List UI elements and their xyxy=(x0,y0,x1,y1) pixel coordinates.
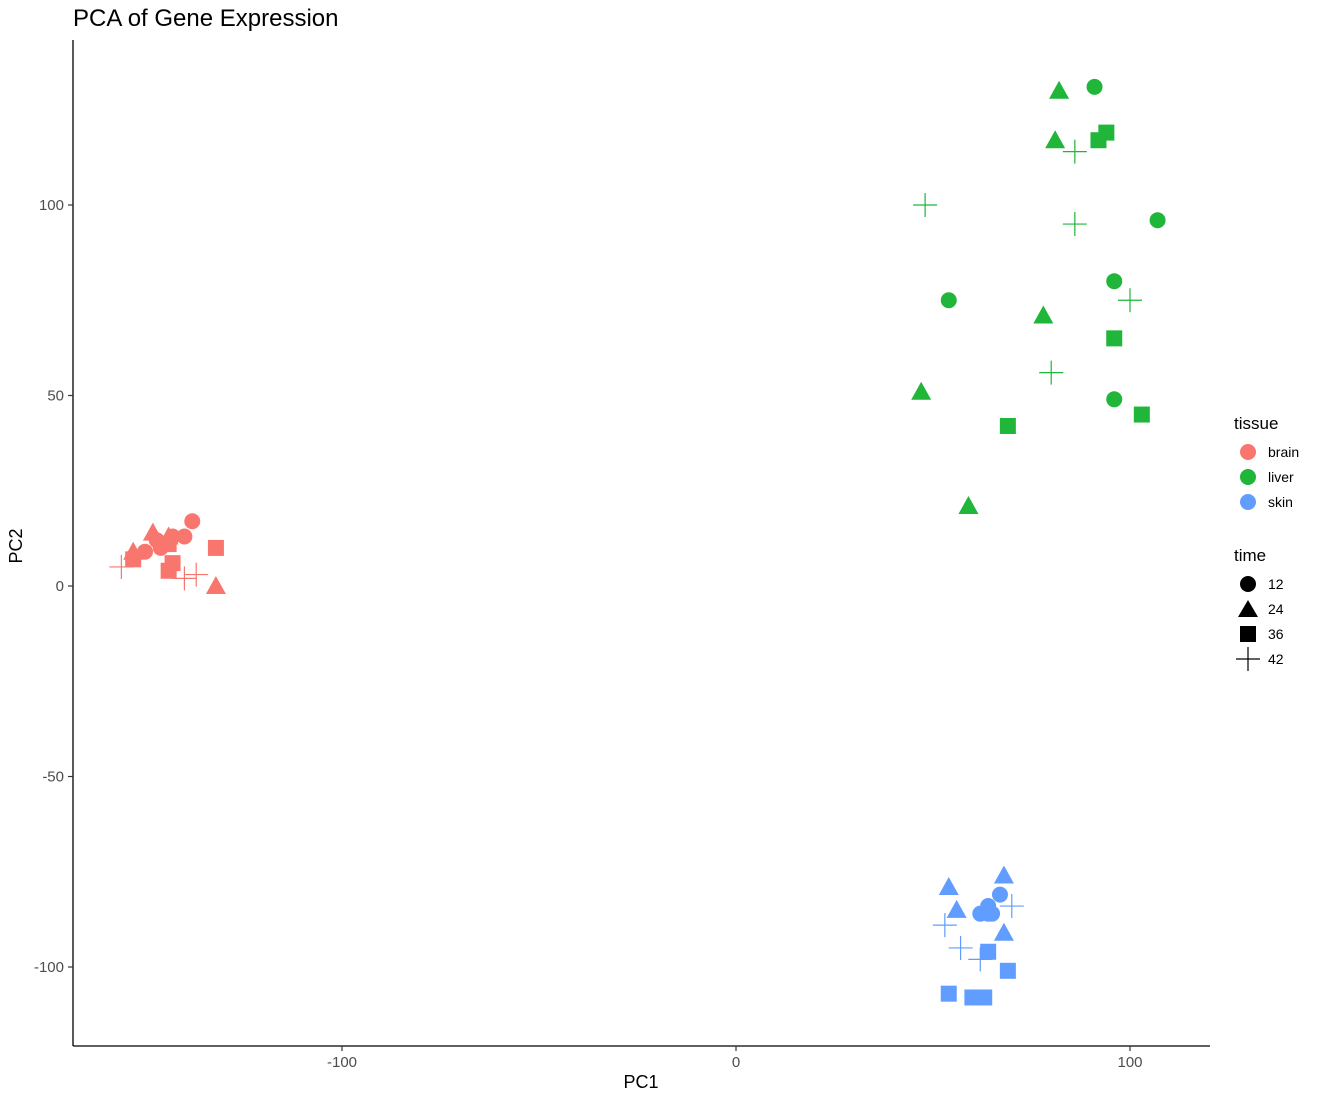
point-liver-36 xyxy=(1106,330,1123,347)
y-tick-label: 0 xyxy=(56,578,64,595)
legend-item-42: 42 xyxy=(1236,647,1284,671)
point-liver-36 xyxy=(1133,406,1150,423)
legend-item-skin: skin xyxy=(1240,494,1293,510)
square-icon xyxy=(1240,626,1256,642)
point-liver-36 xyxy=(999,417,1016,434)
legend-label-skin: skin xyxy=(1268,494,1293,510)
point-skin-24 xyxy=(993,922,1014,941)
legend-label-liver: liver xyxy=(1268,469,1294,485)
point-liver-42 xyxy=(1118,288,1142,313)
x-tick-label: 100 xyxy=(1117,1054,1142,1071)
point-liver-24 xyxy=(1033,305,1054,324)
point-skin-36 xyxy=(940,985,957,1002)
x-tick-label: -100 xyxy=(327,1054,357,1071)
point-skin-36 xyxy=(976,989,993,1006)
point-liver-24 xyxy=(911,381,932,400)
point-liver-42 xyxy=(913,193,938,217)
point-brain-42 xyxy=(184,562,209,587)
point-brain-12 xyxy=(176,528,193,545)
point-liver-42 xyxy=(1062,139,1087,164)
legend-key-liver xyxy=(1240,469,1256,485)
point-brain-12 xyxy=(184,513,201,530)
point-skin-24 xyxy=(993,865,1014,884)
triangle-icon xyxy=(1238,600,1258,617)
point-brain-24 xyxy=(142,522,163,541)
point-liver-12 xyxy=(1086,78,1103,95)
legend-label-brain: brain xyxy=(1268,444,1299,460)
point-skin-12 xyxy=(984,905,1001,922)
legend-label-24: 24 xyxy=(1268,601,1284,617)
y-tick-label: -50 xyxy=(42,769,64,786)
point-brain-42 xyxy=(109,554,134,579)
point-skin-36 xyxy=(980,943,997,960)
point-skin-42 xyxy=(968,947,993,972)
legend-item-24: 24 xyxy=(1238,600,1284,617)
legend-key-skin xyxy=(1240,494,1256,510)
point-skin-12 xyxy=(972,905,989,922)
point-skin-42 xyxy=(999,894,1024,919)
legend-title-tissue: tissue xyxy=(1234,414,1278,433)
point-skin-24 xyxy=(946,899,967,918)
y-tick-label: 100 xyxy=(39,197,64,214)
circle-icon xyxy=(1240,576,1256,592)
point-liver-36 xyxy=(1090,132,1107,149)
point-liver-12 xyxy=(1106,391,1123,408)
x-ticks: -100 0 100 xyxy=(327,1046,1143,1071)
point-liver-12 xyxy=(1149,212,1166,229)
point-brain-42 xyxy=(172,566,197,591)
legend: tissue brain liver skin time 12 24 36 xyxy=(1234,414,1299,671)
axes xyxy=(72,40,1210,1047)
point-skin-42 xyxy=(932,913,957,938)
point-liver-42 xyxy=(1062,212,1087,237)
point-liver-24 xyxy=(958,495,979,514)
legend-item-36: 36 xyxy=(1240,626,1284,642)
point-brain-36 xyxy=(160,562,177,579)
point-skin-36 xyxy=(999,962,1016,979)
point-skin-24 xyxy=(938,876,959,895)
y-tick-label: -100 xyxy=(34,959,64,976)
legend-label-42: 42 xyxy=(1268,651,1284,667)
point-skin-12 xyxy=(991,886,1008,903)
data-points xyxy=(109,78,1166,1006)
point-liver-24 xyxy=(1049,80,1070,99)
point-brain-36 xyxy=(207,539,224,556)
legend-label-12: 12 xyxy=(1268,576,1284,592)
x-tick-label: 0 xyxy=(732,1054,740,1071)
chart-title: PCA of Gene Expression xyxy=(73,5,338,32)
point-brain-24 xyxy=(205,576,226,594)
y-axis-label: PC2 xyxy=(6,528,26,563)
point-liver-12 xyxy=(940,292,957,309)
point-brain-36 xyxy=(125,551,142,568)
legend-item-12: 12 xyxy=(1240,576,1284,592)
point-liver-24 xyxy=(1045,130,1066,149)
y-ticks: -100 -50 0 50 100 xyxy=(34,197,73,976)
point-liver-12 xyxy=(1106,273,1123,290)
x-axis-label: PC1 xyxy=(623,1072,658,1092)
point-skin-42 xyxy=(948,935,973,960)
legend-key-brain xyxy=(1240,444,1256,460)
legend-item-brain: brain xyxy=(1240,444,1299,460)
legend-item-liver: liver xyxy=(1240,469,1294,485)
legend-title-time: time xyxy=(1234,546,1266,565)
y-tick-label: 50 xyxy=(47,388,64,405)
point-liver-42 xyxy=(1039,360,1064,385)
legend-label-36: 36 xyxy=(1268,626,1284,642)
point-brain-36 xyxy=(160,536,177,553)
